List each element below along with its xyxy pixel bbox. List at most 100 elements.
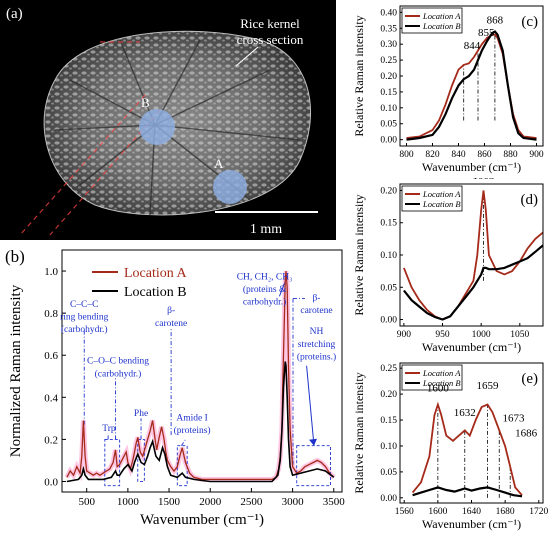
x-axis-label: Wavenumber (cm⁻¹) <box>422 517 521 531</box>
peak-label: 1659 <box>476 380 499 392</box>
x-tick-label: 1050 <box>510 330 529 340</box>
y-tick-label: 0.05 <box>380 283 397 293</box>
x-tick-label: 860 <box>477 150 492 160</box>
x-tick-label: 3500 <box>323 496 346 508</box>
x-tick-label: 950 <box>435 330 450 340</box>
x-tick-label: 900 <box>529 150 544 160</box>
y-tick-label: 0.05 <box>380 468 397 478</box>
annotation-label: Phe <box>134 409 148 419</box>
annotation-label: (carbohydr.) <box>95 368 142 379</box>
series-line-location-a <box>66 270 335 481</box>
x-tick-label: 2000 <box>199 496 222 508</box>
x-axis-label: Wavenumber (cm⁻¹) <box>140 512 264 528</box>
y-tick-label: 0.6 <box>44 350 58 362</box>
annotation-label: Amide I <box>176 413 207 423</box>
marker-a: A <box>214 156 224 171</box>
legend-label: Location A <box>422 189 461 199</box>
x-tick-label: 1600 <box>428 507 447 517</box>
annotation-label: stretching <box>298 340 336 350</box>
annotation-label: β- <box>312 294 320 304</box>
annotation-label: carotene <box>155 319 187 329</box>
micrograph-image: (a) Rice kernel cross section B A 1 mm <box>6 6 318 237</box>
series-line-location-b <box>403 244 544 321</box>
peak-label: 1673 <box>503 413 526 425</box>
annotation-label: C–O–C bending <box>87 357 149 367</box>
y-tick-label: 0.4 <box>44 392 58 404</box>
y-tick-label: 0.8 <box>44 308 58 320</box>
peak-label: 1600 <box>427 383 450 395</box>
micrograph-panel: (a) Rice kernel cross section B A 1 mm <box>0 0 336 240</box>
plot-frame <box>61 249 343 493</box>
annotation-box <box>137 438 145 482</box>
x-tick-label: 1000 <box>472 330 491 340</box>
kernel-label-line1: Rice kernel <box>240 16 300 31</box>
series-line-location-b <box>412 486 523 498</box>
annotation-box <box>104 438 121 487</box>
annotation-label: (proteins.) <box>297 351 336 362</box>
y-tick-label: 0.05 <box>380 120 397 130</box>
peak-label: 868 <box>487 15 504 27</box>
annotation-label: C–C–C <box>70 300 99 310</box>
chart-panel-e: 1560 1600 1640 1680 1720 0.00 0.05 0.10 0.15 0.20… <box>350 357 550 534</box>
chart-panel-d: 900 950 1000 1050 0.00 0.05 0.10 0.15 0.20 Wavenu… <box>350 170 550 356</box>
legend-label: Location A <box>422 368 461 378</box>
peak-label: 844 <box>464 40 481 52</box>
marker-b: B <box>141 95 150 110</box>
x-tick-label: 840 <box>451 150 466 160</box>
peak-label: 1686 <box>515 428 538 440</box>
annotation-label: ring bending <box>60 312 109 322</box>
y-axis-label: Relative Raman intensity <box>352 15 366 136</box>
y-tick-label: 0.15 <box>380 219 397 229</box>
series-line-location-a <box>411 401 523 496</box>
annotation-label: CH, CH₂, CH₃ <box>237 272 293 282</box>
y-tick-label: 1.0 <box>44 266 58 278</box>
chart-e: 1560 1600 1640 1680 1720 0.00 0.05 0.10 0.15 0.20… <box>352 362 549 531</box>
chart-b: 500 1000 1500 2000 2500 3000 3500 0.0 0.2 0.4 0.6 0… <box>5 247 346 528</box>
legend-label: Location B <box>124 285 187 300</box>
panel-label: (d) <box>521 192 539 208</box>
annotation-arrow <box>306 365 315 446</box>
annotation-label: (proteins) <box>174 425 211 436</box>
chart-panel-b: 500 1000 1500 2000 2500 3000 3500 0.0 0.2 0.4 0.6 0… <box>0 242 350 534</box>
y-tick-label: 0.40 <box>380 8 397 18</box>
annotation-label: carotene <box>300 306 332 316</box>
y-axis-label: Relative Raman intensity <box>352 194 366 315</box>
legend-label: Location B <box>422 199 461 209</box>
annotation-label: β- <box>167 306 175 316</box>
x-tick-label: 1680 <box>496 507 515 517</box>
x-tick-label: 820 <box>425 150 440 160</box>
peak-label: 1003 <box>472 178 495 182</box>
y-tick-label: 0.00 <box>380 136 397 146</box>
annotation-label: Trp <box>102 424 116 434</box>
spot-a <box>213 170 247 204</box>
y-tick-label: 0.10 <box>380 442 397 452</box>
annotation-leader <box>181 439 186 446</box>
series-line-location-b <box>406 30 537 141</box>
x-tick-label: 3000 <box>282 496 305 508</box>
x-tick-label: 880 <box>503 150 518 160</box>
y-axis-label: Relative Raman intensity <box>352 372 366 493</box>
x-tick-label: 500 <box>78 496 95 508</box>
series-line-location-b <box>66 361 335 483</box>
x-tick-label: 900 <box>397 330 412 340</box>
legend-label: Location B <box>422 378 461 388</box>
x-tick-label: 1640 <box>462 507 481 517</box>
y-tick-label: 0.00 <box>380 316 397 326</box>
x-tick-label: 1000 <box>117 496 140 508</box>
spot-b <box>139 109 175 145</box>
x-tick-label: 800 <box>399 150 414 160</box>
chart-d: 900 950 1000 1050 0.00 0.05 0.10 0.15 0.20 Wavenu… <box>352 170 544 354</box>
y-tick-label: 0.00 <box>380 494 397 504</box>
y-tick-label: 0.10 <box>380 251 397 261</box>
arrowhead <box>309 438 317 446</box>
y-tick-label: 0.35 <box>380 24 397 34</box>
x-tick-label: 1560 <box>395 507 414 517</box>
annotation-label: (proteins & <box>243 284 287 295</box>
y-axis-label: Normalized Raman intensity <box>8 284 24 457</box>
legend-label: Location A <box>422 11 461 21</box>
y-tick-label: 0.10 <box>380 104 397 114</box>
y-tick-label: 0.30 <box>380 40 397 50</box>
y-tick-label: 0.25 <box>380 56 397 66</box>
